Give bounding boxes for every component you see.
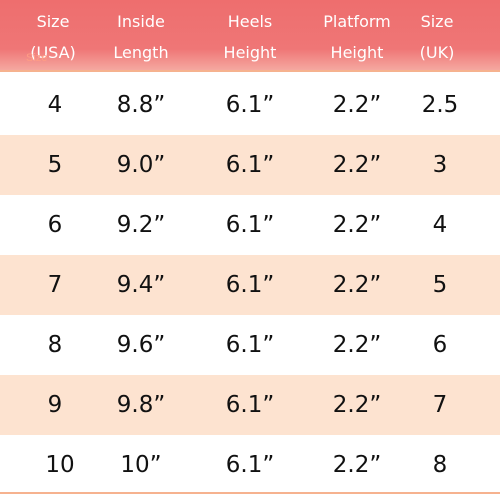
cell-inside-length: 10”	[120, 452, 162, 478]
cell-size-usa: 6	[47, 212, 63, 238]
cell-heels-height: 6.1”	[225, 152, 275, 178]
cell-size-uk: 5	[432, 272, 448, 298]
cell-inside-length: 9.8”	[116, 392, 166, 418]
header-label-line1: Size	[36, 12, 70, 31]
cell-inside-length: 9.2”	[116, 212, 166, 238]
header-divider	[0, 70, 500, 72]
header-label-line2: (USA)	[30, 43, 76, 62]
header-heels-height: Heels Height	[224, 6, 277, 68]
cell-platform-height: 2.2”	[332, 332, 382, 358]
cell-size-uk: 8	[432, 452, 448, 478]
cell-heels-height: 6.1”	[225, 212, 275, 238]
cell-platform-height: 2.2”	[332, 452, 382, 478]
cell-inside-length: 9.0”	[116, 152, 166, 178]
header-label-line1: Size	[420, 12, 454, 31]
header-size-uk: Size (UK)	[420, 6, 455, 68]
header-label-line1: Inside	[117, 12, 165, 31]
ghost-text: Size	[26, 52, 48, 64]
header-platform-height: Platform Height	[323, 6, 390, 68]
cell-size-uk: 6	[432, 332, 448, 358]
header-label-line1: Platform	[323, 12, 391, 31]
table-row: 10 10” 6.1” 2.2” 8	[0, 435, 500, 495]
cell-heels-height: 6.1”	[225, 332, 275, 358]
table-header: Size (USA) Inside Length Heels Height Pl…	[0, 0, 500, 70]
cell-inside-length: 9.6”	[116, 332, 166, 358]
header-inside-length: Inside Length	[113, 6, 168, 68]
cell-heels-height: 6.1”	[225, 452, 275, 478]
cell-platform-height: 2.2”	[332, 92, 382, 118]
cell-inside-length: 8.8”	[116, 92, 166, 118]
cell-platform-height: 2.2”	[332, 392, 382, 418]
header-label-line1: Heels	[227, 12, 273, 31]
cell-size-usa: 8	[47, 332, 63, 358]
cell-platform-height: 2.2”	[332, 212, 382, 238]
table-row: 5 9.0” 6.1” 2.2” 3	[0, 135, 500, 195]
cell-size-uk: 3	[432, 152, 448, 178]
table-row: 6 9.2” 6.1” 2.2” 4	[0, 195, 500, 255]
header-size-usa: Size (USA)	[30, 6, 76, 68]
cell-size-uk: 4	[432, 212, 448, 238]
cell-size-usa: 9	[47, 392, 63, 418]
table-row: 7 9.4” 6.1” 2.2” 5	[0, 255, 500, 315]
cell-inside-length: 9.4”	[116, 272, 166, 298]
cell-platform-height: 2.2”	[332, 152, 382, 178]
cell-platform-height: 2.2”	[332, 272, 382, 298]
cell-heels-height: 6.1”	[225, 92, 275, 118]
cell-size-usa: 4	[47, 92, 63, 118]
footer-divider	[0, 492, 500, 494]
table-row: 8 9.6” 6.1” 2.2” 6	[0, 315, 500, 375]
table-row: 9 9.8” 6.1” 2.2” 7	[0, 375, 500, 435]
header-label-line2: Length	[113, 43, 169, 62]
header-label-line2: (UK)	[419, 43, 455, 62]
cell-size-usa: 7	[47, 272, 63, 298]
cell-size-uk: 7	[432, 392, 448, 418]
header-label-line2: Height	[223, 43, 277, 62]
header-label-line2: Height	[330, 43, 384, 62]
cell-heels-height: 6.1”	[225, 272, 275, 298]
cell-size-uk: 2.5	[421, 92, 459, 118]
table-row: 4 8.8” 6.1” 2.2” 2.5	[0, 75, 500, 135]
cell-size-usa: 5	[47, 152, 63, 178]
cell-size-usa: 10	[45, 452, 75, 478]
cell-heels-height: 6.1”	[225, 392, 275, 418]
